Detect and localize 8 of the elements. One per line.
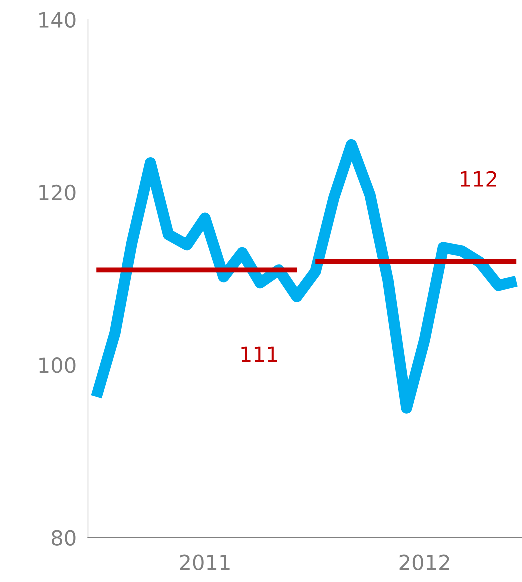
y-tick-label: 80 [52,530,76,546]
annotation: 111 [242,346,278,362]
x-tick-label: 2011 [180,554,230,571]
y-tick-label: 140 [40,12,76,28]
annotation: 112 [461,171,496,187]
y-tick-label: 120 [40,184,76,201]
x-tick-label: 2012 [400,554,450,571]
y-tick-label: 100 [40,358,76,374]
